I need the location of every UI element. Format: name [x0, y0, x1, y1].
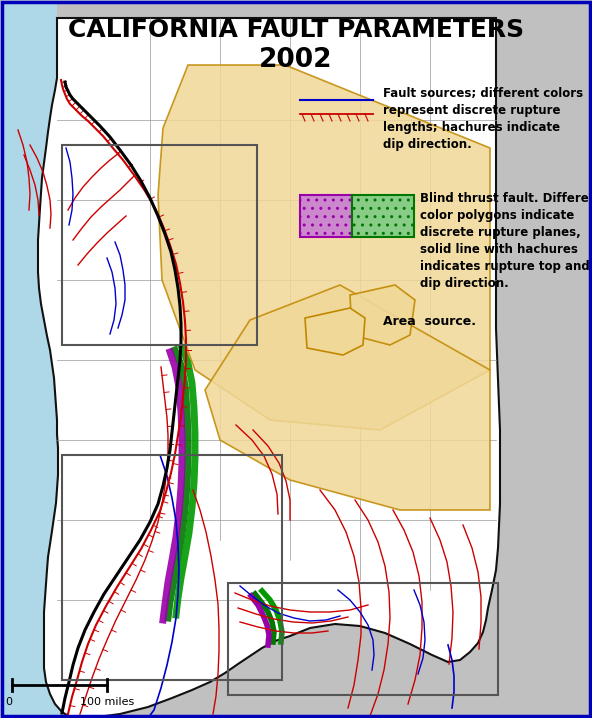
Text: Blind thrust fault. Different
color polygons indicate
discrete rupture planes,
s: Blind thrust fault. Different color poly…: [420, 192, 592, 290]
Text: CALIFORNIA FAULT PARAMETERS: CALIFORNIA FAULT PARAMETERS: [68, 18, 524, 42]
Polygon shape: [158, 65, 490, 430]
Polygon shape: [305, 308, 365, 355]
Bar: [228, 583, 498, 695]
Polygon shape: [350, 285, 415, 345]
Text: Fault sources; different colors
represent discrete rupture
lengths; hachures ind: Fault sources; different colors represen…: [383, 87, 583, 151]
Bar: [62, 455, 282, 680]
Text: 2002: 2002: [259, 47, 333, 73]
Bar: [352, 195, 414, 237]
Polygon shape: [38, 18, 500, 718]
Bar: [62, 145, 257, 345]
Bar: [300, 195, 352, 237]
Polygon shape: [205, 285, 490, 510]
Polygon shape: [2, 2, 70, 718]
Text: 0: 0: [5, 697, 12, 707]
Text: 100 miles: 100 miles: [80, 697, 134, 707]
Text: Area  source.: Area source.: [383, 315, 476, 328]
